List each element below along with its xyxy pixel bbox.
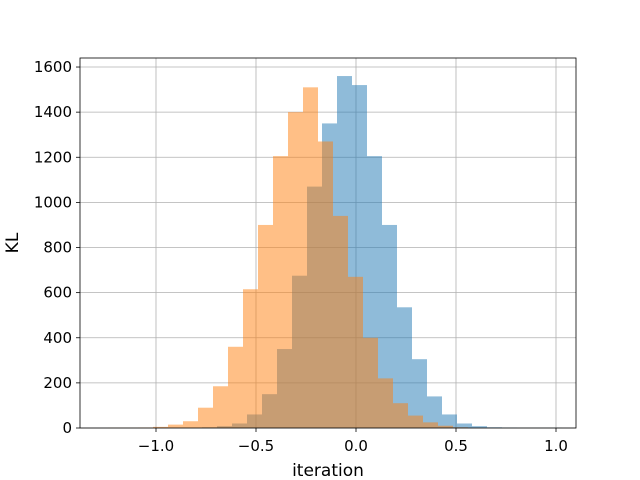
series-1-bar-18 — [378, 378, 393, 428]
series-0-bar-13 — [397, 307, 412, 428]
series-1-bar-14 — [318, 141, 333, 428]
series-1-bar-11 — [273, 156, 288, 428]
y-tick-label-0: 0 — [62, 419, 72, 437]
series-1-bar-16 — [348, 276, 363, 428]
series-1-bar-4 — [168, 424, 183, 428]
x-tick-label-0: −1.0 — [138, 437, 174, 455]
y-tick-label-4: 800 — [43, 239, 72, 257]
y-tick-label-8: 1600 — [34, 58, 72, 76]
series-1-bar-22 — [438, 425, 453, 428]
x-tick-label-1: −0.5 — [238, 437, 274, 455]
series-1-bar-9 — [243, 289, 258, 428]
y-tick-label-5: 1000 — [34, 193, 72, 211]
series-1-bar-15 — [333, 215, 348, 428]
y-tick-label-6: 1200 — [34, 148, 72, 166]
series-1-bar-7 — [213, 386, 228, 428]
y-tick-label-1: 200 — [43, 374, 72, 392]
series-1-bar-17 — [363, 337, 378, 428]
series-0-bar-15 — [427, 396, 442, 428]
y-axis-label: KL — [3, 232, 23, 253]
plot-frame — [79, 57, 577, 429]
bars — [108, 76, 562, 429]
series-1-bar-13 — [303, 87, 318, 428]
series-0-bar-17 — [457, 423, 472, 428]
y-tick-label-3: 600 — [43, 284, 72, 302]
x-tick-label-3: 0.5 — [444, 437, 468, 455]
series-1-bar-6 — [198, 407, 213, 428]
series-1-bar-20 — [408, 415, 423, 428]
series-1-bar-12 — [288, 112, 303, 429]
series-1-bar-8 — [228, 346, 243, 428]
y-tick-label-7: 1400 — [34, 103, 72, 121]
series-1-bar-19 — [393, 403, 408, 428]
y-tick-label-2: 400 — [43, 329, 72, 347]
series-0-bar-18 — [472, 426, 487, 428]
series-0-bar-14 — [412, 359, 427, 428]
x-axis-label: iteration — [292, 461, 364, 480]
x-tick-label-4: 1.0 — [544, 437, 568, 455]
series-0-bar-12 — [382, 224, 397, 428]
ticks: −1.0 −0.5 0.0 0.5 1.0 0 200 400 600 800 1000 1200 14… — [34, 58, 568, 455]
series-1-bar-5 — [183, 421, 198, 428]
x-tick-label-2: 0.0 — [344, 437, 368, 455]
series-0-bar-16 — [442, 414, 457, 428]
series-1-bar-21 — [423, 422, 438, 428]
series-1-bar-10 — [258, 224, 273, 428]
series-1-bar-3 — [153, 426, 168, 428]
